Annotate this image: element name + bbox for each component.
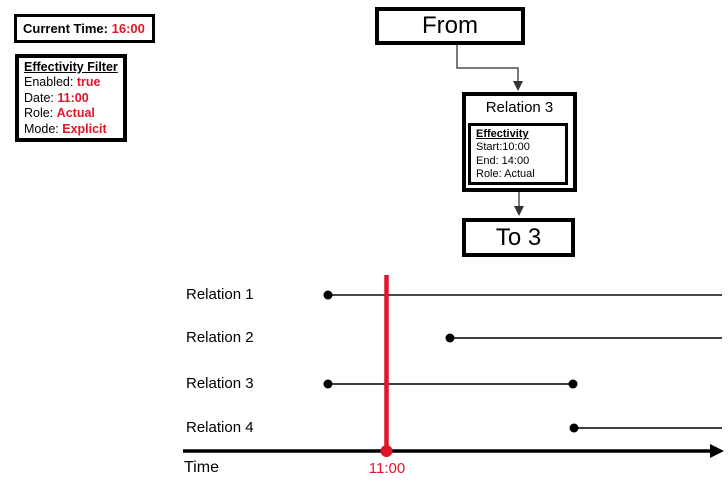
current-time-value: 16:00: [111, 21, 145, 36]
filter-enabled-value: true: [76, 75, 101, 90]
relation-1-start-dot: [323, 290, 333, 300]
timeline-row-label-relation-1: Relation 1: [186, 286, 254, 303]
filter-date-label: Date:: [24, 90, 54, 105]
relation-3-node: [462, 92, 577, 192]
to-3-node: To 3: [462, 218, 575, 257]
filter-date-value: 11:00: [57, 90, 89, 105]
time-axis-arrowhead-icon: [710, 444, 724, 458]
relation-4-start-dot: [569, 423, 579, 433]
effectivity-detail-box: Effectivity Start:10:00 End: 14:00 Role:…: [468, 123, 568, 185]
relation-3-node-label: Relation 3: [485, 99, 554, 116]
effectivity-end: End: 14:00: [476, 154, 530, 167]
timeline-row-label-relation-4: Relation 4: [186, 419, 254, 436]
filter-time-marker-dot: [380, 445, 393, 457]
from-node: From: [375, 7, 525, 45]
filter-role-row: Role: Actual: [24, 106, 118, 121]
effectivity-detail-title: Effectivity: [476, 128, 529, 140]
relation-3-start-dot: [323, 379, 333, 389]
from-node-label: From: [422, 12, 478, 39]
filter-enabled-label: Enabled:: [24, 75, 74, 90]
relation-3-end-dot: [568, 379, 578, 389]
filter-enabled-row: Enabled: true: [24, 75, 118, 90]
filter-mode-value: Explicit: [62, 121, 107, 136]
effectivity-filter-title: Effectivity Filter: [24, 60, 118, 74]
relation-to-to3-arrowhead-icon: [514, 206, 524, 216]
filter-mode-row: Mode: Explicit: [24, 122, 118, 137]
from-to-relation-arrowhead-icon: [513, 81, 523, 91]
filter-date-row: Date: 11:00: [24, 91, 118, 106]
current-filter-time-marker-label: 11:00: [368, 460, 406, 477]
timeline-row-label-relation-2: Relation 2: [186, 329, 254, 346]
current-time-box: Current Time: 16:00: [14, 14, 155, 43]
filter-mode-label: Mode:: [24, 121, 59, 136]
to-3-node-label: To 3: [495, 223, 542, 251]
from-to-relation-connector: [456, 45, 519, 83]
timeline-row-label-relation-3: Relation 3: [186, 375, 254, 392]
time-axis-label: Time: [184, 459, 219, 476]
effectivity-filter-box: Effectivity Filter Enabled: true Date: 1…: [15, 54, 127, 142]
current-time-label: Current Time:: [23, 21, 108, 36]
filter-role-value: Actual: [56, 106, 95, 121]
effectivity-role: Role: Actual: [476, 168, 535, 181]
effectivity-start: Start:10:00: [476, 141, 530, 154]
filter-role-label: Role:: [24, 106, 54, 121]
relation-2-start-dot: [445, 333, 455, 343]
